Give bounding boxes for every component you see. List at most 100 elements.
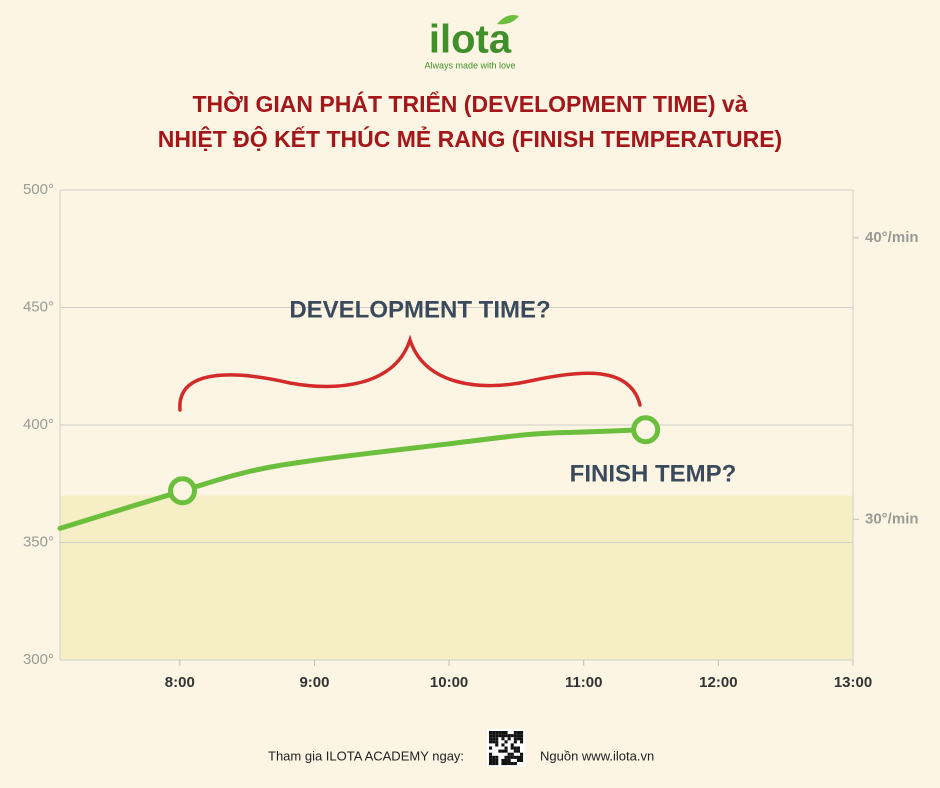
qr-cell bbox=[492, 740, 496, 744]
qr-cell bbox=[501, 762, 505, 766]
qr-cell bbox=[520, 758, 524, 762]
qr-cell bbox=[516, 758, 520, 762]
chart: 300° 350° 400° 450° 500° 30°/min 40°/min 8:00 9:… bbox=[23, 181, 919, 691]
x-tick-label: 13:00 bbox=[834, 674, 872, 691]
chart-title: THỜI GIAN PHÁT TRIỂN (DEVELOPMENT TIME) … bbox=[192, 90, 747, 117]
qr-cell bbox=[489, 762, 493, 766]
y-tick-label: 500° bbox=[23, 181, 54, 198]
qr-cell bbox=[513, 740, 517, 744]
logo: ilota bbox=[429, 18, 512, 62]
qr-cell bbox=[489, 758, 493, 762]
qr-cell bbox=[513, 746, 517, 750]
qr-cell bbox=[516, 749, 520, 753]
qr-cell bbox=[495, 755, 499, 759]
qr-cell bbox=[520, 740, 524, 744]
qr-cell bbox=[501, 743, 505, 747]
qr-cell bbox=[501, 737, 505, 741]
y-tick-label: 450° bbox=[23, 298, 54, 315]
qr-cell bbox=[510, 755, 514, 759]
footer-join: Tham gia ILOTA ACADEMY ngay: bbox=[268, 748, 464, 763]
qr-cell bbox=[520, 752, 524, 756]
qr-cell bbox=[520, 734, 524, 738]
qr-cell bbox=[504, 749, 508, 753]
y-tick-label: 400° bbox=[23, 416, 54, 433]
qr-cell bbox=[516, 731, 520, 735]
brace bbox=[178, 334, 642, 412]
qr-cell bbox=[513, 762, 517, 766]
qr-cell bbox=[495, 734, 499, 738]
qr-cell bbox=[516, 746, 520, 750]
qr-cell bbox=[516, 755, 520, 759]
qr-cell bbox=[520, 731, 524, 735]
qr-cell bbox=[492, 734, 496, 738]
qr-cell bbox=[504, 734, 508, 738]
qr-cell bbox=[520, 755, 524, 759]
x-tick-label: 11:00 bbox=[565, 674, 603, 691]
footer-source: Nguồn www.ilota.vn bbox=[540, 748, 654, 763]
qr-cell bbox=[507, 737, 511, 741]
x-tick-label: 9:00 bbox=[299, 674, 329, 691]
y-tick-label: 350° bbox=[23, 533, 54, 550]
qr-cell bbox=[507, 762, 511, 766]
qr-cell bbox=[510, 743, 514, 747]
annotation: FINISH TEMP? bbox=[570, 460, 737, 487]
qr-cell bbox=[489, 740, 493, 744]
qr-cell bbox=[495, 743, 499, 747]
qr-cell bbox=[501, 758, 505, 762]
qr-cell bbox=[516, 734, 520, 738]
qr-cell bbox=[507, 752, 511, 756]
qr-cell bbox=[513, 737, 517, 741]
y2-tick-label: 40°/min bbox=[865, 229, 919, 246]
chart-title: NHIỆT ĐỘ KẾT THÚC MẺ RANG (FINISH TEMPER… bbox=[158, 124, 782, 152]
qr-cell bbox=[504, 746, 508, 750]
qr-cell bbox=[498, 749, 502, 753]
annotation: DEVELOPMENT TIME? bbox=[289, 296, 550, 323]
qr-cell bbox=[504, 762, 508, 766]
qr-cell bbox=[492, 762, 496, 766]
qr-cell bbox=[498, 731, 502, 735]
qr-cell bbox=[510, 734, 514, 738]
qr-cell bbox=[504, 758, 508, 762]
qr-cell bbox=[492, 731, 496, 735]
qr-cell bbox=[489, 752, 493, 756]
marker bbox=[631, 415, 661, 445]
qr-cell bbox=[489, 737, 493, 741]
qr-cell bbox=[504, 740, 508, 744]
x-tick-label: 12:00 bbox=[699, 674, 737, 691]
shaded-band bbox=[60, 495, 853, 660]
y2-tick-label: 30°/min bbox=[865, 510, 919, 527]
y-tick-label: 300° bbox=[23, 651, 54, 668]
qr-cell bbox=[510, 752, 514, 756]
qr-cell bbox=[495, 731, 499, 735]
qr-cell bbox=[498, 734, 502, 738]
logo-leaf bbox=[497, 15, 519, 25]
qr-cell bbox=[507, 734, 511, 738]
qr-cell bbox=[513, 749, 517, 753]
qr-cell bbox=[492, 755, 496, 759]
qr-cell bbox=[489, 734, 493, 738]
qr-cell bbox=[489, 755, 493, 759]
qr-cell bbox=[495, 740, 499, 744]
qr-cell bbox=[495, 737, 499, 741]
qr-cell bbox=[492, 758, 496, 762]
logo-tagline: Always made with love bbox=[424, 60, 515, 70]
qr-cell bbox=[520, 737, 524, 741]
qr-cell bbox=[516, 737, 520, 741]
qr-cell bbox=[513, 734, 517, 738]
marker bbox=[168, 476, 198, 506]
x-tick-label: 10:00 bbox=[430, 674, 468, 691]
qr-cell bbox=[510, 746, 514, 750]
qr-cell bbox=[501, 731, 505, 735]
qr-cell bbox=[495, 762, 499, 766]
qr-cell bbox=[492, 737, 496, 741]
qr-cell bbox=[504, 755, 508, 759]
qr-cell bbox=[510, 762, 514, 766]
qr-cell bbox=[513, 731, 517, 735]
qr-cell bbox=[489, 746, 493, 750]
qr-cell bbox=[507, 755, 511, 759]
qr-cell bbox=[513, 755, 517, 759]
qr-cell bbox=[501, 749, 505, 753]
x-tick-label: 8:00 bbox=[165, 674, 195, 691]
